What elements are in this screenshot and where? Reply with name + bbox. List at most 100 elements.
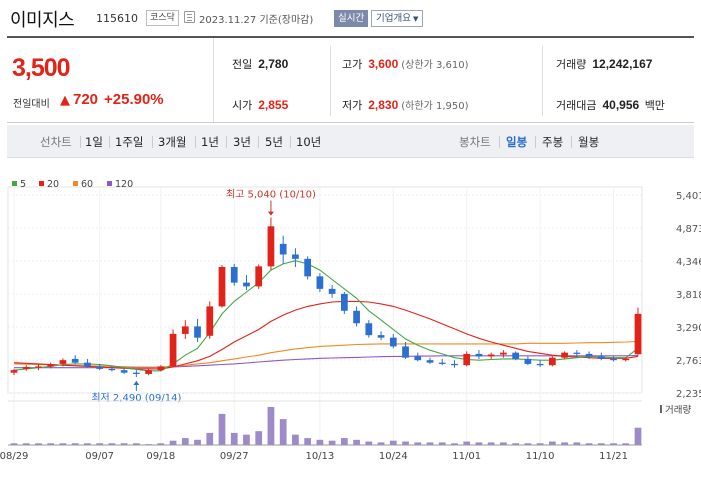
candle-body — [218, 266, 226, 307]
candle-body — [536, 363, 544, 366]
candle-body — [548, 357, 556, 366]
volume-bar — [377, 442, 385, 445]
change-value: 720 — [73, 91, 99, 108]
candle-body — [585, 353, 593, 357]
y-tick-label: 2,763 — [676, 356, 701, 367]
volume-bar — [451, 443, 458, 445]
candle-body — [414, 356, 422, 361]
volume-bar — [22, 443, 30, 445]
volume-bar — [634, 427, 642, 445]
candle-weekly[interactable]: 주봉 — [542, 135, 564, 149]
current-price: 3,500 — [12, 54, 71, 82]
candle-body — [340, 293, 348, 311]
candle-body — [500, 352, 507, 355]
volume-bar — [96, 443, 104, 445]
volume-bar — [132, 443, 140, 445]
candle-body — [292, 254, 299, 259]
ma20-line — [13, 300, 639, 370]
volume-bar — [622, 443, 630, 445]
x-tick-label: 11/21 — [599, 451, 628, 462]
volume-bar — [585, 443, 593, 445]
period-1y[interactable]: 1년 — [201, 135, 219, 149]
candle-body — [487, 354, 495, 357]
candle-body — [610, 358, 617, 361]
chart-toolbar: 선차트 1일 1주일 3개월 1년 3년 5년 10년 봉차트 일봉 주봉 월봉 — [7, 125, 694, 158]
candle-body — [132, 372, 140, 374]
candle-body — [304, 258, 312, 277]
x-tick-label: 08/29 — [0, 451, 28, 462]
candle-body — [463, 353, 471, 366]
period-3m[interactable]: 3개월 — [158, 135, 187, 149]
legend-label: 60 — [81, 179, 93, 190]
candle-body — [267, 226, 275, 267]
volume-bar — [267, 407, 275, 445]
candle-monthly[interactable]: 월봉 — [578, 135, 600, 149]
company-overview-dropdown[interactable]: 기업개요 ▼ — [371, 10, 424, 27]
period-1w[interactable]: 1주일 — [115, 135, 144, 149]
legend-label: 20 — [47, 179, 59, 190]
volume-bar — [500, 442, 507, 445]
candle-body — [243, 282, 250, 287]
stat-open: 시가 2,855 — [232, 98, 289, 112]
x-tick-label: 11/01 — [452, 451, 481, 462]
candle-body — [169, 333, 177, 367]
stat-prev-close: 전일 2,780 — [232, 57, 289, 71]
candle-body — [512, 352, 520, 359]
volume-bar — [292, 434, 299, 445]
candlestick-chart[interactable]: 5,401 4,873 4,346 3,818 3,290 2,763 2,235 5 20 60… — [0, 165, 701, 479]
chart-svg[interactable]: 5,401 4,873 4,346 3,818 3,290 2,763 2,235 5 20 60… — [0, 165, 701, 479]
period-10y[interactable]: 10년 — [296, 135, 322, 149]
stock-name: 이미지스 — [10, 10, 75, 31]
volume-bar — [304, 438, 312, 445]
candle-daily[interactable]: 일봉 — [506, 135, 528, 149]
divider — [290, 136, 291, 148]
y-tick-label: 3,818 — [676, 290, 701, 301]
current-price-box: 3,500 전일대비 ▲ 720 +25.90% — [7, 38, 214, 122]
stat-low: 저가 2,830 (하한가 1,950) — [342, 98, 469, 112]
divider — [542, 46, 543, 116]
volume-bar — [255, 431, 263, 445]
candle-body — [634, 313, 642, 355]
volume-bar — [243, 434, 250, 445]
legend-label: 5 — [20, 179, 26, 190]
volume-bar — [84, 443, 91, 445]
volume-bar — [316, 439, 324, 445]
volume-bar — [524, 443, 532, 445]
volume-bar — [463, 441, 471, 445]
candle-body — [365, 323, 373, 336]
stat-volume: 거래량 12,242,167 — [556, 57, 653, 71]
divider — [499, 136, 500, 148]
y-tick-label: 5,401 — [676, 191, 701, 202]
x-tick-label: 09/07 — [85, 451, 114, 462]
volume-bar — [426, 442, 434, 445]
candle-body — [451, 363, 458, 366]
volume-bar — [475, 442, 483, 445]
annotation-arrowhead — [133, 381, 140, 386]
candle-body — [328, 288, 336, 294]
stat-high: 고가 3,600 (상한가 3,610) — [342, 57, 469, 71]
volume-bar — [573, 442, 581, 445]
period-1d[interactable]: 1일 — [85, 135, 103, 149]
realtime-button[interactable]: 실시간 — [334, 10, 369, 27]
candle-chart-label: 봉차트 — [459, 135, 491, 149]
legend-label: 120 — [115, 179, 133, 190]
candle-body — [353, 310, 360, 324]
candle-body — [71, 358, 79, 363]
divider — [226, 136, 227, 148]
y-tick-label: 3,290 — [676, 323, 701, 334]
candle-body — [59, 360, 67, 364]
volume-bar — [328, 440, 336, 445]
volume-bar — [414, 442, 422, 445]
candle-body — [561, 352, 568, 358]
period-5y[interactable]: 5년 — [265, 135, 283, 149]
volume-bar — [610, 443, 617, 445]
period-3y[interactable]: 3년 — [233, 135, 251, 149]
change-percent: +25.90% — [104, 91, 164, 108]
volume-legend-mark — [660, 405, 662, 413]
candle-body — [279, 243, 287, 255]
candle-body — [10, 370, 18, 373]
volume-bar — [365, 441, 373, 445]
candle-body — [35, 366, 42, 368]
x-tick-label: 10/13 — [305, 451, 334, 462]
annotation-arrowhead — [267, 211, 274, 216]
